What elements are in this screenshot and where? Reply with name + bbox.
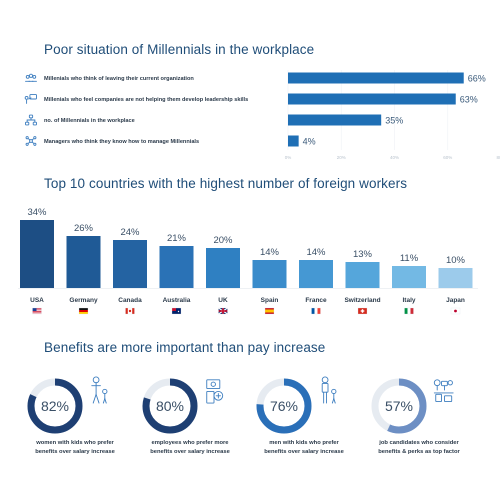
group-icon	[25, 73, 37, 82]
donut-value-label: 57%	[385, 398, 413, 414]
bar	[392, 266, 426, 288]
country-label: France	[305, 297, 327, 304]
bar-value-label: 4%	[303, 137, 316, 147]
bar-value-label: 14%	[306, 247, 326, 258]
x-tick-label: 80%	[496, 155, 500, 160]
x-tick-label: 20%	[337, 155, 346, 160]
donut-caption: benefits & perks as top factor	[378, 449, 460, 455]
bar	[20, 220, 54, 288]
presenter-icon	[24, 94, 37, 104]
bar	[206, 248, 240, 288]
bar	[438, 268, 473, 288]
donut-caption: women with kids who prefer	[35, 440, 114, 446]
bar-value-label: 21%	[167, 233, 187, 244]
donut-caption: men with kids who prefer	[269, 440, 339, 446]
country-label: USA	[30, 297, 44, 304]
org-chart-icon	[25, 114, 37, 126]
bar	[288, 93, 456, 105]
bar-value-label: 26%	[74, 223, 94, 234]
network-icon	[25, 136, 37, 146]
bar	[345, 262, 380, 288]
x-tick-label: 40%	[390, 155, 399, 160]
father-child-icon	[321, 376, 337, 404]
bar	[66, 236, 101, 288]
countries-section-title: Top 10 countries with the highest number…	[44, 176, 408, 191]
donut-value-label: 82%	[41, 398, 69, 414]
bar-value-label: 14%	[260, 247, 280, 258]
flag-japan-icon	[450, 307, 461, 315]
donut-arc	[371, 378, 427, 434]
flag-australia-icon	[171, 307, 182, 315]
flag-switzerland-icon	[357, 307, 368, 315]
x-tick-label: 60%	[443, 155, 452, 160]
x-tick-label: 0%	[285, 155, 292, 160]
bar-value-label: 35%	[385, 116, 403, 126]
bar	[252, 260, 287, 288]
bar-value-label: 63%	[460, 95, 478, 105]
country-label: Italy	[402, 297, 415, 304]
bar	[113, 240, 147, 288]
country-label: Spain	[261, 297, 279, 304]
bar	[299, 260, 333, 288]
country-label: Japan	[446, 297, 465, 304]
bar-value-label: 11%	[400, 253, 419, 264]
bar-category-label: Managers who think they know how to mana…	[44, 139, 199, 145]
donut-arc	[27, 378, 83, 434]
flag-italy-icon	[404, 307, 414, 315]
bar-value-label: 24%	[120, 227, 140, 238]
benefits-section-title: Benefits are more important than pay inc…	[44, 340, 326, 355]
bar-value-label: 13%	[353, 249, 373, 260]
flag-spain-icon	[264, 307, 275, 315]
bar-value-label: 10%	[446, 255, 466, 266]
bar	[288, 135, 299, 147]
donut-caption: benefits over salary increase	[35, 449, 115, 455]
donut-value-label: 76%	[270, 398, 298, 414]
bar-category-label: no. of Millennials in the workplace	[44, 118, 135, 124]
bar	[288, 114, 382, 126]
flag-uk-icon	[218, 307, 228, 315]
country-label: Switzerland	[344, 297, 380, 304]
donut-arc	[142, 378, 198, 434]
donut-arc	[256, 378, 312, 434]
flag-germany-icon	[78, 307, 89, 315]
millennials-bar-chart: 0% 20% 40% 60% 80% Millenials who think of le…	[24, 70, 500, 160]
donut-caption: employees who prefer more	[152, 440, 230, 446]
flag-france-icon	[311, 307, 321, 315]
country-label: Germany	[69, 297, 98, 304]
flag-usa-icon	[32, 307, 42, 315]
country-label: Canada	[118, 297, 142, 304]
donut-caption: benefits over salary increase	[264, 449, 344, 455]
bar-value-label: 20%	[213, 235, 233, 246]
donut-caption: job candidates who consider	[378, 440, 459, 446]
perks-icon	[433, 379, 454, 403]
money-benefits-icon	[206, 379, 224, 404]
bar-category-label: Millenials who think of leaving their cu…	[44, 76, 194, 82]
donut-caption: benefits over salary increase	[150, 449, 230, 455]
workplace-section-title: Poor situation of Millennials in the wor…	[44, 42, 315, 57]
bar-category-label: Millenials who feel companies are not he…	[44, 97, 248, 103]
bar	[159, 246, 194, 288]
countries-bar-chart: 34% USA 26% Germany 24% Canada 21% Australia 20%…	[18, 207, 478, 315]
bar-value-label: 66%	[468, 74, 486, 84]
bar-value-label: 34%	[27, 207, 47, 218]
donut-value-label: 80%	[156, 398, 184, 414]
country-label: Australia	[163, 297, 191, 304]
country-label: UK	[218, 297, 228, 304]
bar	[288, 72, 464, 84]
mother-child-icon	[91, 376, 108, 404]
flag-canada-icon	[125, 307, 135, 315]
